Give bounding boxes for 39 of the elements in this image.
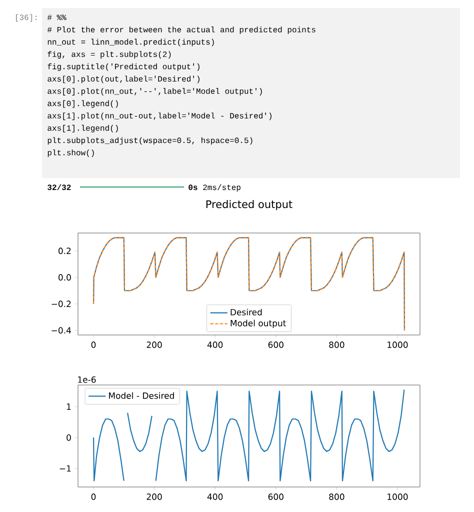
text: nn_out = linn_model.predict(inputs): [48, 38, 214, 46]
text: fig.suptitle('Predicted output'): [48, 63, 200, 71]
text: # %%: [47, 14, 66, 20]
x-tick-label: 0: [91, 494, 96, 500]
text: # Plot the error between the actual and predicted points: [47, 26, 316, 34]
x-tick-label: 0: [91, 342, 96, 348]
x-tick-label: 1000: [388, 342, 408, 348]
text: fig, axs = plt.subplots(2): [48, 51, 171, 59]
x-tick-label: 200: [146, 342, 162, 348]
y-tick-label: 0: [66, 434, 71, 441]
x-tick-label: 400: [207, 342, 223, 348]
y-tick-label: 0.0: [58, 274, 71, 281]
x-tick-label: 600: [268, 494, 284, 500]
x-tick-label: 800: [329, 494, 344, 500]
text: [36]:: [16, 14, 37, 22]
x-tick-label: 600: [268, 342, 284, 348]
x-tick-label: 800: [329, 342, 344, 348]
y-tick-label: −1: [60, 465, 71, 472]
text: axs[0].legend(): [48, 100, 118, 108]
x-tick-label: 200: [146, 494, 162, 500]
legend-label: Model output: [230, 320, 286, 328]
text: plt.subplots_adjust(wspace=0.5, hspace=0.5): [48, 137, 252, 145]
text: 1e-6: [78, 376, 96, 383]
chart-title: Predicted output: [206, 200, 292, 210]
legend-label: Desired: [230, 308, 262, 316]
text: axs[0].plot(nn_out,'--',label='Model output'): [48, 88, 262, 96]
x-tick-label: 1000: [388, 494, 408, 500]
text: 32/32: [48, 184, 71, 190]
text: axs[0].plot(out,label='Desired'): [48, 76, 200, 84]
y-tick-label: 1: [67, 404, 71, 410]
y-tick-label: −0.2: [52, 300, 71, 308]
text: axs[1].plot(nn_out-out,label='Model - Desired'): [48, 112, 272, 120]
y-tick-label: 0.2: [58, 248, 71, 254]
text: axs[1].legend(): [48, 124, 118, 132]
legend-label: Model - Desired: [109, 392, 174, 399]
text: 0s 2ms/step: [188, 184, 240, 192]
y-tick-label: −0.4: [52, 327, 71, 334]
x-tick-label: 400: [207, 494, 223, 500]
text: plt.show(): [48, 150, 94, 157]
